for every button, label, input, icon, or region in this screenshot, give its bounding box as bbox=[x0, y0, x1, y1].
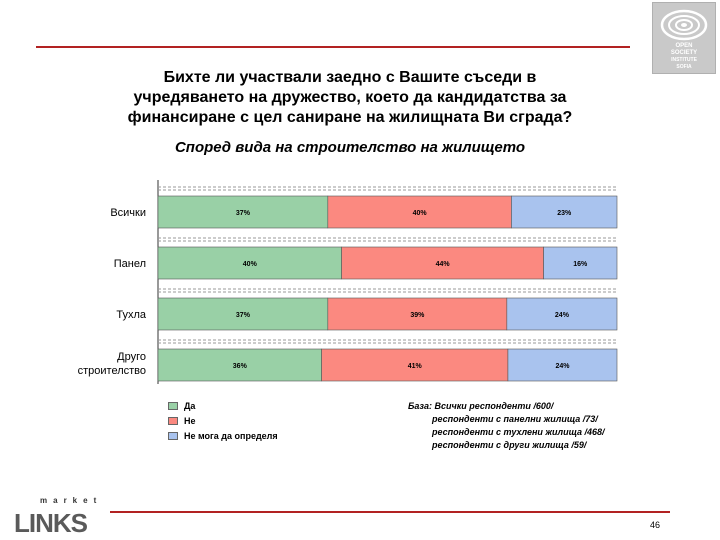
bar-segment-dont-know bbox=[507, 348, 618, 382]
bar-segment-no bbox=[341, 246, 544, 280]
logo-line-4: SOFIA bbox=[676, 64, 692, 70]
bar-segment-no bbox=[321, 348, 509, 382]
data-label: 23% bbox=[557, 210, 572, 217]
base-line-3: респонденти с тухлени жилища /468/ bbox=[432, 427, 605, 437]
logo-line-2: SOCIETY bbox=[670, 50, 698, 56]
legend-item-no: Не bbox=[168, 415, 278, 427]
legend-swatch-no bbox=[168, 417, 178, 425]
data-label: 40% bbox=[413, 210, 428, 217]
data-label: 37% bbox=[236, 312, 251, 319]
data-label: 44% bbox=[436, 261, 451, 268]
title-line-2: учредяването на дружество, което да канд… bbox=[133, 89, 567, 106]
legend-item-yes: Да bbox=[168, 400, 278, 412]
bar-segment-no bbox=[327, 195, 512, 229]
question-title: Бихте ли участвали заедно с Вашите съсед… bbox=[100, 68, 600, 128]
base-line-1: База: Всички респонденти /600/ bbox=[408, 401, 554, 411]
bar-segment-dont-know bbox=[511, 195, 618, 229]
bar-segment-yes bbox=[157, 195, 329, 229]
category-label: Всички bbox=[110, 207, 146, 219]
chart-subtitle: Според вида на строителство на жилището bbox=[174, 139, 526, 156]
brand-market-text: market bbox=[40, 496, 103, 505]
bar-segment-no bbox=[327, 297, 508, 331]
legend-label-no: Не bbox=[184, 416, 196, 426]
bar-segment-dont-know bbox=[506, 297, 618, 331]
bar-segment-yes bbox=[157, 348, 322, 382]
data-label: 24% bbox=[555, 363, 570, 370]
legend-label-dont-know: Не мога да определя bbox=[184, 431, 278, 441]
bar-segment-yes bbox=[157, 246, 342, 280]
data-label: 41% bbox=[408, 363, 423, 370]
legend-swatch-yes bbox=[168, 402, 178, 410]
category-label: Друго bbox=[117, 351, 146, 363]
legend: Да Не Не мога да определя bbox=[168, 400, 278, 445]
category-label: Тухла bbox=[116, 309, 147, 321]
category-label: Панел bbox=[114, 258, 146, 270]
legend-label-yes: Да bbox=[184, 401, 196, 411]
page-number: 46 bbox=[650, 520, 661, 530]
data-label: 37% bbox=[236, 210, 251, 217]
data-label: 16% bbox=[573, 261, 588, 268]
title-line-3: финансиране с цел саниране на жилищната … bbox=[127, 109, 573, 126]
header-rule bbox=[36, 46, 630, 48]
spiral-icon bbox=[660, 9, 708, 41]
base-line-2: респонденти с панелни жилища /73/ bbox=[432, 414, 598, 424]
category-label: строителство bbox=[78, 365, 146, 377]
sample-base-note: База: Всички респонденти /600/ респонден… bbox=[408, 400, 605, 452]
data-label: 24% bbox=[555, 312, 570, 319]
base-line-4: респонденти с други жилища /59/ bbox=[432, 440, 587, 450]
osi-logo: OPEN SOCIETY INSTITUTE SOFIA bbox=[652, 2, 716, 74]
bar-segment-dont-know bbox=[543, 246, 618, 280]
logo-line-3: INSTITUTE bbox=[671, 57, 697, 63]
bar-segment-yes bbox=[157, 297, 329, 331]
logo-line-1: OPEN bbox=[675, 43, 693, 49]
data-label: 36% bbox=[233, 363, 248, 370]
data-label: 39% bbox=[410, 312, 425, 319]
brand-links-logo: LINKS bbox=[14, 508, 88, 538]
legend-item-dont-know: Не мога да определя bbox=[168, 430, 278, 442]
footer-rule bbox=[110, 511, 670, 513]
legend-swatch-dont-know bbox=[168, 432, 178, 440]
title-line-1: Бихте ли участвали заедно с Вашите съсед… bbox=[163, 69, 537, 86]
data-label: 40% bbox=[243, 261, 258, 268]
